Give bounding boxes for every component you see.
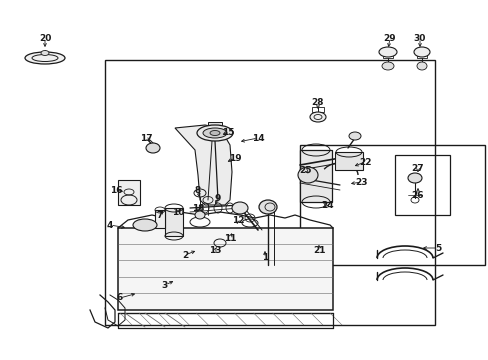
Ellipse shape	[381, 62, 393, 70]
Ellipse shape	[231, 202, 247, 214]
Text: 2: 2	[182, 251, 188, 260]
Text: 18: 18	[191, 203, 204, 212]
Text: 25: 25	[299, 166, 312, 175]
Bar	[299, 145, 484, 265]
Bar	[118, 228, 332, 310]
Text: 6: 6	[117, 293, 123, 302]
Text: 20: 20	[39, 33, 51, 42]
Text: 23: 23	[355, 177, 367, 186]
Ellipse shape	[378, 47, 396, 57]
Bar	[207, 122, 222, 133]
Ellipse shape	[197, 125, 232, 141]
Text: 19: 19	[228, 153, 241, 162]
Ellipse shape	[209, 131, 220, 135]
Text: 7: 7	[157, 211, 163, 220]
Text: 10: 10	[171, 207, 184, 216]
Text: 21: 21	[313, 246, 325, 255]
Ellipse shape	[41, 50, 49, 55]
Ellipse shape	[416, 62, 426, 70]
Bar	[382, 52, 392, 58]
Ellipse shape	[146, 143, 160, 153]
Polygon shape	[175, 125, 231, 205]
Ellipse shape	[348, 132, 360, 140]
Bar	[334, 152, 362, 170]
Text: 13: 13	[208, 246, 221, 255]
Text: 29: 29	[383, 33, 395, 42]
Ellipse shape	[297, 167, 317, 183]
Text: 22: 22	[358, 158, 370, 166]
Text: 16: 16	[109, 185, 122, 194]
Text: 1: 1	[262, 253, 267, 262]
Text: 28: 28	[311, 98, 324, 107]
Bar	[155, 210, 164, 228]
Text: 5: 5	[434, 243, 440, 252]
Text: 26: 26	[411, 190, 424, 199]
Bar	[299, 150, 331, 202]
Text: 27: 27	[411, 163, 424, 172]
Text: 17: 17	[140, 134, 152, 143]
Bar	[105, 60, 434, 325]
Bar	[118, 180, 140, 205]
Text: 8: 8	[195, 185, 201, 194]
Bar	[164, 208, 183, 236]
Ellipse shape	[133, 219, 157, 231]
Text: 3: 3	[162, 280, 168, 289]
Bar	[416, 52, 426, 58]
Text: 9: 9	[214, 194, 221, 202]
Ellipse shape	[413, 47, 429, 57]
Text: 14: 14	[251, 134, 264, 143]
Ellipse shape	[407, 173, 421, 183]
Ellipse shape	[203, 128, 226, 138]
Ellipse shape	[259, 200, 276, 214]
Ellipse shape	[195, 211, 204, 219]
Text: 4: 4	[106, 220, 113, 230]
Text: 15: 15	[221, 127, 234, 136]
Ellipse shape	[309, 112, 325, 122]
Ellipse shape	[25, 52, 65, 64]
Text: 30: 30	[413, 33, 426, 42]
Text: 11: 11	[224, 234, 236, 243]
Bar	[394, 155, 449, 215]
Bar	[311, 107, 324, 112]
Text: 12: 12	[231, 216, 244, 225]
Text: 24: 24	[321, 201, 334, 210]
